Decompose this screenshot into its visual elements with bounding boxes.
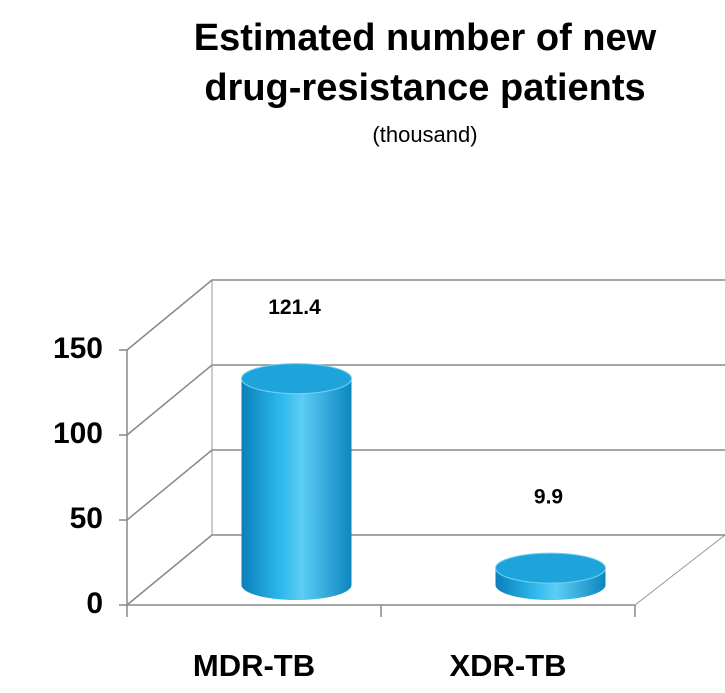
value-label: 121.4 bbox=[268, 296, 321, 319]
value-label: 9.9 bbox=[534, 486, 563, 509]
chart-title-line: Estimated number of new bbox=[194, 17, 657, 59]
chart-title-line: drug-resistance patients bbox=[204, 67, 645, 109]
bar-top bbox=[495, 552, 606, 584]
y-tick-label: 0 bbox=[86, 587, 103, 620]
x-tick-label: XDR-TB bbox=[449, 648, 566, 683]
grid-line bbox=[126, 279, 725, 351]
chart-subtitle: (thousand) bbox=[372, 122, 477, 147]
bar-top bbox=[241, 363, 352, 395]
back-wall bbox=[126, 278, 213, 607]
y-tick-label: 50 bbox=[70, 502, 103, 535]
grid-line bbox=[126, 534, 725, 606]
y-tick-label: 150 bbox=[53, 332, 103, 365]
x-tick-label: MDR-TB bbox=[193, 648, 315, 683]
floor bbox=[125, 534, 725, 606]
y-tick-label: 100 bbox=[53, 417, 103, 450]
grid-line bbox=[126, 449, 725, 521]
grid-line bbox=[126, 364, 725, 436]
bar bbox=[241, 378, 352, 601]
